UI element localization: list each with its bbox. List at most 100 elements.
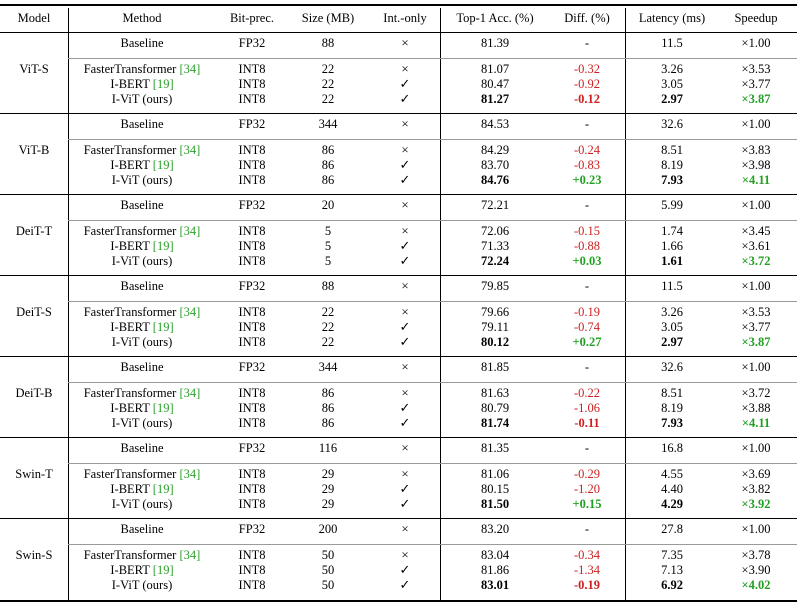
group-rule: [0, 194, 797, 195]
model-size: 50: [321, 548, 335, 562]
bottom-rule: [0, 600, 797, 602]
accuracy-diff: -0.12: [573, 92, 601, 106]
model-size: 86: [321, 158, 335, 172]
method-cell: Baseline: [120, 198, 163, 212]
speedup-value: ×3.78: [741, 548, 771, 562]
method-name: I-ViT (ours): [111, 254, 173, 268]
citation-link[interactable]: [34]: [179, 305, 201, 319]
accuracy-diff: -0.34: [573, 548, 601, 562]
latency-value: 2.97: [661, 92, 683, 106]
citation-link[interactable]: [19]: [152, 158, 174, 172]
baseline-rule: [68, 139, 797, 140]
method-name: FasterTransformer: [83, 386, 180, 400]
accuracy-diff: -0.32: [573, 62, 601, 76]
citation-link[interactable]: [34]: [179, 467, 201, 481]
latency-value: 2.97: [661, 335, 683, 349]
method-cell: Baseline: [120, 36, 163, 50]
speedup-value: ×3.61: [741, 239, 771, 253]
model-name: Swin-S: [15, 548, 53, 562]
bit-precision: INT8: [238, 62, 266, 76]
citation-link[interactable]: [34]: [179, 62, 201, 76]
citation-link[interactable]: [19]: [152, 482, 174, 496]
model-size: 5: [324, 224, 332, 238]
method-cell: FasterTransformer [34]: [84, 143, 201, 157]
method-name: I-ViT (ours): [111, 416, 173, 430]
top1-accuracy: 81.86: [480, 563, 510, 577]
model-size: 86: [321, 416, 335, 430]
latency-value: 7.13: [661, 563, 683, 577]
accuracy-diff: -1.20: [573, 482, 601, 496]
int-only-mark: ×: [401, 223, 409, 238]
bit-precision: FP32: [238, 198, 266, 212]
header-model: Model: [17, 11, 51, 25]
int-only-mark: ×: [401, 197, 409, 212]
model-size: 344: [318, 117, 338, 131]
model-size: 22: [321, 320, 335, 334]
accuracy-diff: -: [584, 117, 590, 131]
model-size: 29: [321, 497, 335, 511]
speedup-value: ×3.90: [741, 563, 771, 577]
latency-value: 4.40: [661, 482, 683, 496]
model-name: Swin-T: [15, 467, 53, 481]
speedup-value: ×3.98: [741, 158, 771, 172]
int-only-mark: ×: [401, 547, 409, 562]
accuracy-diff: -: [584, 279, 590, 293]
bit-precision: INT8: [238, 482, 266, 496]
bit-precision: FP32: [238, 117, 266, 131]
citation-link[interactable]: [19]: [152, 401, 174, 415]
method-cell: Baseline: [120, 441, 163, 455]
bit-precision: INT8: [238, 548, 266, 562]
speedup-value: ×3.53: [741, 62, 771, 76]
latency-value: 7.93: [661, 416, 683, 430]
bit-precision: INT8: [238, 92, 266, 106]
speedup-value: ×1.00: [741, 360, 771, 374]
speedup-value: ×4.11: [741, 416, 771, 430]
top1-accuracy: 84.29: [480, 143, 510, 157]
group-rule: [0, 113, 797, 114]
citation-link[interactable]: [19]: [152, 77, 174, 91]
latency-value: 8.51: [661, 143, 683, 157]
citation-link[interactable]: [34]: [179, 143, 201, 157]
speedup-value: ×3.77: [741, 320, 771, 334]
speedup-value: ×3.82: [741, 482, 771, 496]
method-cell: I-BERT [19]: [110, 320, 173, 334]
model-name: DeiT-S: [16, 305, 52, 319]
method-name: FasterTransformer: [83, 224, 180, 238]
top1-accuracy: 83.01: [480, 578, 510, 592]
accuracy-diff: -0.19: [573, 578, 601, 592]
method-name: I-BERT: [110, 401, 153, 415]
header-intonly: Int.-only: [383, 11, 427, 25]
speedup-value: ×1.00: [741, 441, 771, 455]
model-size: 88: [321, 279, 335, 293]
int-only-mark: ×: [401, 466, 409, 481]
baseline-rule: [68, 301, 797, 302]
baseline-rule: [68, 58, 797, 59]
method-name: Baseline: [120, 360, 164, 374]
top1-accuracy: 79.85: [480, 279, 510, 293]
method-name: I-ViT (ours): [111, 92, 173, 106]
accuracy-diff: -0.24: [573, 143, 601, 157]
top1-accuracy: 83.70: [480, 158, 510, 172]
int-only-mark: ✓: [399, 253, 411, 268]
latency-value: 4.55: [661, 467, 683, 481]
method-name: Baseline: [120, 279, 164, 293]
model-size: 22: [321, 77, 335, 91]
method-cell: Baseline: [120, 117, 163, 131]
header-speedup: Speedup: [734, 11, 778, 25]
int-only-mark: ✓: [399, 238, 411, 253]
bit-precision: INT8: [238, 173, 266, 187]
accuracy-diff: +0.27: [572, 335, 602, 349]
method-cell: I-BERT [19]: [110, 563, 173, 577]
group-rule: [0, 518, 797, 519]
citation-link[interactable]: [19]: [152, 239, 174, 253]
method-cell: Baseline: [120, 279, 163, 293]
citation-link[interactable]: [34]: [179, 386, 201, 400]
citation-link[interactable]: [34]: [179, 548, 201, 562]
bit-precision: INT8: [238, 467, 266, 481]
citation-link[interactable]: [19]: [152, 320, 174, 334]
model-size: 116: [318, 441, 338, 455]
latency-value: 11.5: [661, 36, 683, 50]
citation-link[interactable]: [34]: [179, 224, 201, 238]
citation-link[interactable]: [19]: [152, 563, 174, 577]
method-name: Baseline: [120, 441, 164, 455]
